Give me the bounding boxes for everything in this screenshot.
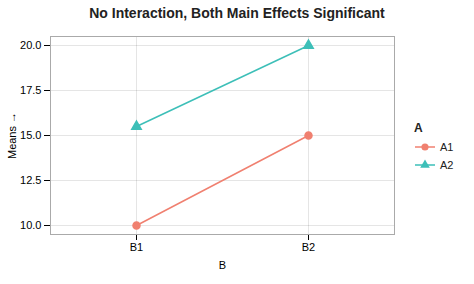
svg-text:Means →: Means → bbox=[6, 112, 18, 159]
html-text:A1: A1 bbox=[440, 141, 454, 153]
svg-text:17.5: 17.5 bbox=[20, 84, 41, 96]
html-text:A2: A2 bbox=[440, 159, 454, 171]
html-text:No Interaction, Both Main Effe: No Interaction, Both Main Effects Signif… bbox=[89, 5, 385, 21]
svg-text:15.0: 15.0 bbox=[20, 129, 41, 141]
svg-text:10.0: 10.0 bbox=[20, 219, 41, 231]
html-text:A: A bbox=[414, 121, 423, 135]
svg-text:B2: B2 bbox=[302, 241, 315, 253]
svg-text:12.5: 12.5 bbox=[20, 174, 41, 186]
svg-text:B: B bbox=[219, 259, 226, 271]
svg-text:20.0: 20.0 bbox=[20, 39, 41, 51]
svg-text:B1: B1 bbox=[130, 241, 143, 253]
